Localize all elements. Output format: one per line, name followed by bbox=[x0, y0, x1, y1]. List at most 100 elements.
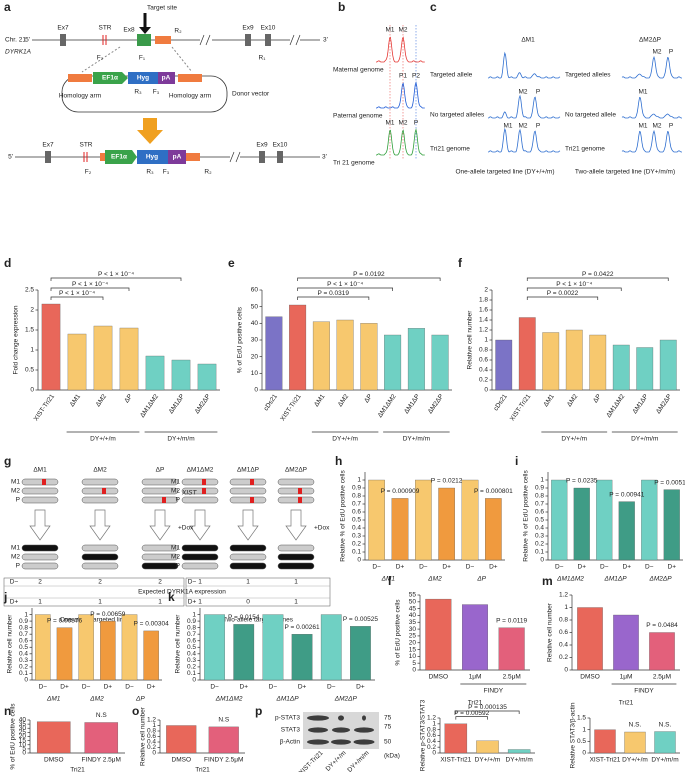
bar bbox=[204, 614, 225, 681]
band bbox=[353, 739, 375, 745]
annotation: P = 0.000909 bbox=[381, 488, 420, 495]
panel-label: g bbox=[4, 454, 11, 468]
significance-bracket bbox=[50, 277, 182, 281]
bar bbox=[624, 731, 646, 754]
y-axis-title: Relative cell number bbox=[467, 310, 474, 370]
chromosome bbox=[229, 487, 267, 495]
column-title: ΔM1ΔP bbox=[237, 467, 259, 474]
annotation: P = 0.0192 bbox=[353, 271, 385, 278]
significance-bracket bbox=[50, 296, 104, 300]
x-tick-label: D+ bbox=[104, 684, 113, 691]
x-tick-label: D− bbox=[466, 564, 475, 571]
y-tick-label: 15 bbox=[409, 646, 417, 653]
peak-label: M2 bbox=[652, 49, 661, 56]
chromatogram-trace bbox=[487, 51, 561, 79]
x-tick-label: DMSO bbox=[580, 674, 600, 681]
bar bbox=[336, 319, 354, 391]
trace-label: No targeted alleles bbox=[430, 112, 485, 119]
y-tick-label: 0 bbox=[152, 750, 156, 757]
chromosome-label: M2 bbox=[171, 488, 180, 495]
y-tick-label: 0.2 bbox=[352, 541, 361, 548]
x-tick-label: D+ bbox=[356, 684, 365, 691]
chromosome-label: M1 bbox=[11, 479, 20, 486]
y-tick-label: 0 bbox=[22, 750, 26, 757]
group-label: ΔM1ΔM2 bbox=[215, 696, 243, 703]
footer: Tri21 bbox=[619, 700, 634, 707]
band bbox=[307, 739, 329, 745]
gene-map-label: Ex7 bbox=[57, 25, 69, 32]
peak-label: P bbox=[536, 123, 540, 130]
bar bbox=[649, 632, 675, 671]
y-tick-label: 20 bbox=[19, 733, 27, 740]
chromosome bbox=[277, 553, 315, 561]
chromosome bbox=[81, 478, 119, 486]
bar bbox=[641, 479, 658, 561]
bar bbox=[233, 624, 255, 681]
gene-map-label: Ex8 bbox=[123, 27, 135, 34]
y-axis-title: Relative % of EdU positive cells bbox=[523, 470, 530, 562]
y-tick-label: 0.4 bbox=[427, 738, 436, 745]
y-tick-label: 0.8 bbox=[559, 617, 568, 624]
table-border bbox=[3, 577, 185, 607]
y-tick-label: 0.4 bbox=[559, 642, 568, 649]
bar bbox=[84, 722, 119, 754]
table-cell: D− bbox=[188, 579, 197, 586]
bar bbox=[35, 614, 51, 681]
y-tick-label: 0.8 bbox=[187, 624, 196, 631]
chromosome bbox=[229, 478, 267, 486]
footer: Tri21 bbox=[70, 767, 85, 772]
y-tick-label: 30 bbox=[409, 626, 417, 633]
y-tick-label: 0.4 bbox=[352, 525, 361, 532]
x-tick-label: 1μM bbox=[469, 674, 482, 681]
y-tick-label: 1 bbox=[152, 722, 156, 729]
x-tick-label: D+ bbox=[396, 564, 405, 571]
trace-label: Tri 21 genome bbox=[333, 160, 375, 167]
group-label: DY+/m/m bbox=[631, 436, 658, 443]
y-tick-label: 0 bbox=[192, 677, 196, 684]
x-tick-label: D+ bbox=[147, 684, 156, 691]
bar bbox=[171, 359, 191, 391]
chromatogram-trace bbox=[487, 94, 561, 119]
bar bbox=[594, 729, 616, 754]
y-tick-label: 0.8 bbox=[352, 493, 361, 500]
y-tick-label: 0.4 bbox=[19, 651, 28, 658]
y-tick-label: 0.3 bbox=[352, 533, 361, 540]
arrow bbox=[189, 509, 211, 541]
x-tick-label: 1μM bbox=[620, 674, 633, 681]
trace-label: Targeted alleles bbox=[565, 72, 611, 79]
chromatogram-trace bbox=[621, 96, 682, 119]
x-tick-label: D+ bbox=[60, 684, 69, 691]
arrow bbox=[149, 509, 171, 541]
band bbox=[362, 715, 366, 721]
chromosome-label: M2 bbox=[11, 554, 20, 561]
y-tick-label: 0.9 bbox=[187, 618, 196, 625]
gene-map bbox=[15, 13, 320, 164]
x-tick-label: ΔM1ΔP bbox=[403, 393, 421, 415]
x-tick-label: ΔM1 bbox=[313, 393, 327, 408]
y-tick-label: 1.2 bbox=[427, 715, 436, 722]
panel-label: m bbox=[542, 574, 553, 588]
y-tick-label: 35 bbox=[409, 619, 417, 626]
bar bbox=[289, 304, 307, 391]
x-tick-label: DY+/m/m bbox=[506, 757, 533, 764]
band bbox=[331, 739, 351, 745]
gene-map-label: Ex9 bbox=[256, 142, 268, 149]
y-tick-label: 0 bbox=[254, 387, 258, 394]
x-tick-label: XIST-Tri21 bbox=[33, 393, 57, 423]
x-tick-label: D− bbox=[125, 684, 134, 691]
gene-map-label: Homology arm bbox=[169, 93, 211, 100]
chromosome bbox=[181, 478, 219, 486]
bar bbox=[438, 487, 455, 561]
y-tick-label: 5 bbox=[22, 746, 26, 753]
gene-map-label: STR bbox=[80, 142, 93, 149]
chromosome bbox=[141, 478, 179, 486]
chromosome-label: P bbox=[176, 563, 180, 570]
x-tick-label: DY+/+/m bbox=[622, 757, 648, 764]
x-tick-label: D− bbox=[269, 684, 278, 691]
chromosome bbox=[229, 553, 267, 561]
column-title: ΔP bbox=[156, 467, 165, 474]
group-label: ΔM2ΔP bbox=[648, 576, 672, 583]
bar bbox=[119, 327, 139, 391]
peak-label: M1 bbox=[385, 27, 394, 34]
